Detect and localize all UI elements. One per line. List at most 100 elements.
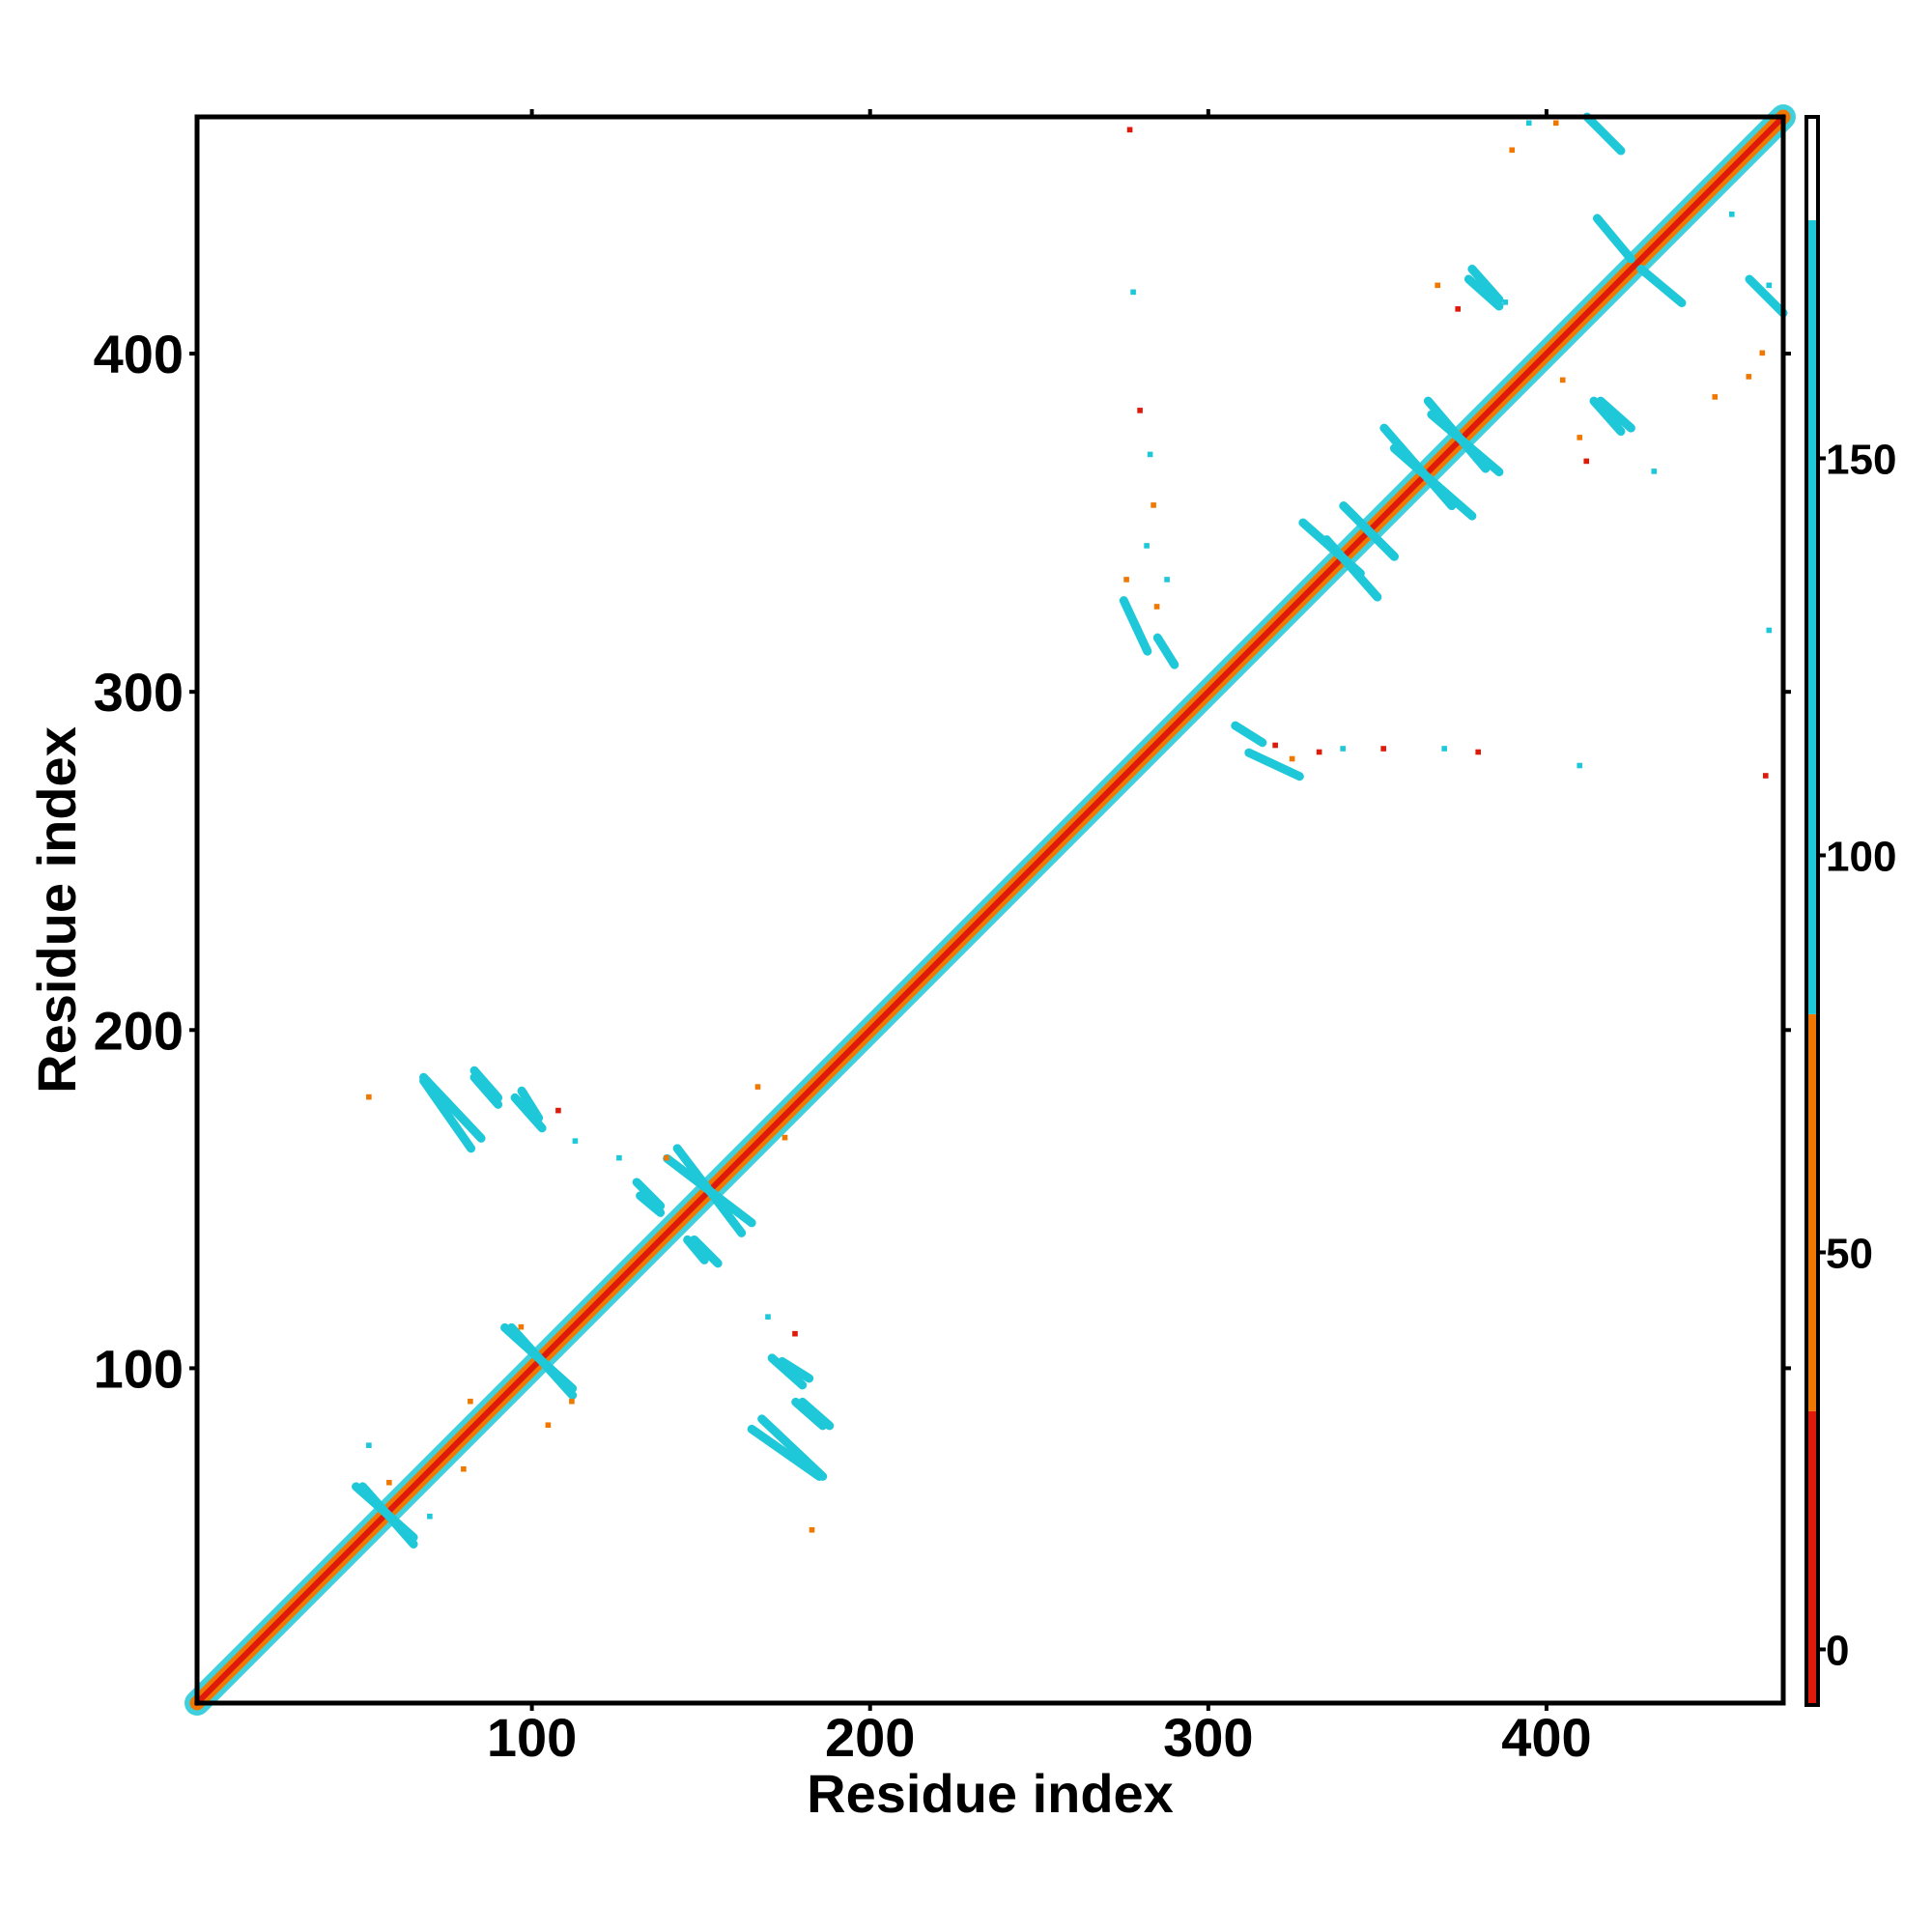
contact-segment-mirror-13: [1379, 423, 1457, 511]
y-tick-label-400: 400: [94, 324, 184, 384]
contact-cell-38: [1509, 147, 1516, 154]
contact-cell-39: [1525, 120, 1532, 127]
contact-segment-mirror-0: [352, 1482, 418, 1542]
contact-cell-43: [1583, 458, 1590, 465]
contact-cell-6: [545, 1422, 552, 1429]
contact-cell-47: [1762, 773, 1769, 779]
x-tick-label-100: 100: [487, 1707, 577, 1768]
contact-cell-40: [1552, 120, 1559, 127]
contact-cell-24: [1123, 577, 1129, 582]
contact-cell-32: [1441, 746, 1447, 752]
contact-segment-9: [778, 1356, 814, 1383]
contact-cell-22: [1151, 502, 1156, 508]
contact-cell-11: [555, 1107, 561, 1114]
colorbar-tick-label-50: 50: [1826, 1230, 1873, 1277]
contact-segment-mirror-12: [1339, 501, 1399, 561]
contact-cell-30: [1340, 746, 1346, 752]
contact-cell-33: [1475, 749, 1482, 755]
contact-segment-8: [757, 1414, 828, 1481]
contact-segment-mirror-14: [1423, 396, 1491, 473]
contact-segment-15: [1467, 265, 1504, 304]
contact-segment-mirror-15: [1596, 396, 1635, 433]
contact-segment-mirror-1: [507, 1322, 578, 1400]
colorbar-band-1: [1806, 1013, 1818, 1411]
contact-cell-35: [1435, 282, 1440, 289]
contact-cell-50: [1728, 212, 1735, 217]
colorbar-band-2: [1806, 219, 1818, 1014]
contact-cell-7: [569, 1398, 575, 1405]
contact-segment-3: [636, 1191, 666, 1217]
contact-segment-18: [1636, 265, 1687, 308]
contact-cell-18: [1126, 127, 1133, 133]
contact-cell-5: [518, 1323, 525, 1330]
x-tick-label-200: 200: [825, 1707, 915, 1768]
diagonal-core: [194, 114, 1786, 1706]
contact-cell-2: [427, 1513, 433, 1520]
contact-segment-20: [1231, 721, 1267, 748]
x-tick-label-300: 300: [1163, 1707, 1253, 1768]
contact-cell-42: [1577, 435, 1583, 440]
contact-segment-19: [1119, 596, 1152, 656]
contact-cell-21: [1147, 451, 1153, 458]
contact-cell-34: [1577, 762, 1583, 769]
colorbar-tick-label-150: 150: [1826, 436, 1896, 483]
contact-cell-16: [792, 1330, 798, 1337]
contact-segment-mirror-19: [1244, 748, 1304, 781]
y-axis-title: Residue index: [26, 726, 87, 1094]
contact-segment-mirror-4: [632, 1178, 666, 1210]
contact-segment-mirror-20: [1152, 633, 1179, 669]
contact-segment-mirror-8: [419, 1072, 486, 1143]
contact-segment-mirror-9: [517, 1086, 544, 1122]
y-axis: 100 200 300 400: [94, 324, 1791, 1399]
y-tick-label-200: 200: [94, 1000, 184, 1061]
colorbar: 0 50 100 150: [1804, 115, 1896, 1707]
contact-cell-44: [1651, 469, 1658, 474]
contact-cell-3: [461, 1465, 467, 1472]
contact-cell-31: [1380, 746, 1386, 752]
contact-segment-mirror-2: [672, 1144, 747, 1237]
contact-segment-mirror-7: [767, 1353, 808, 1390]
colorbar-frame: [1804, 115, 1820, 1707]
contact-cell-10: [366, 1094, 372, 1100]
contact-segment-7: [510, 1093, 547, 1133]
x-axis: 100 200 300 400: [487, 109, 1592, 1768]
contact-segment-mirror-17: [1745, 274, 1788, 318]
contact-cell-19: [1130, 289, 1136, 296]
contact-cell-4: [468, 1398, 473, 1405]
contact-cell-23: [1144, 543, 1150, 549]
y-tick-label-300: 300: [94, 662, 184, 723]
contact-cell-9: [664, 1154, 669, 1161]
contact-segment-mirror-6: [791, 1397, 828, 1431]
contact-cell-25: [1153, 604, 1160, 610]
contact-cell-45: [1712, 394, 1719, 400]
contact-cell-14: [781, 1134, 788, 1141]
contact-cell-46: [1746, 374, 1752, 380]
contact-cell-37: [1502, 299, 1509, 305]
contact-segment-16: [1589, 396, 1626, 437]
contact-segment-4: [690, 1235, 723, 1268]
contact-cell-48: [1759, 350, 1766, 356]
contact-segment-6: [469, 1072, 503, 1109]
contact-cell-20: [1137, 408, 1143, 413]
contact-segment-mirror-11: [1298, 518, 1365, 579]
contact-cell-0: [366, 1442, 372, 1449]
contact-segment-mirror-16: [1463, 274, 1504, 311]
contact-cell-41: [1559, 377, 1566, 384]
contact-cell-8: [616, 1154, 622, 1161]
contact-cell-27: [1272, 742, 1278, 749]
contact-cell-15: [765, 1314, 771, 1320]
colorbar-tick-label-100: 100: [1826, 833, 1896, 880]
contact-cell-1: [386, 1479, 392, 1486]
x-axis-title: Residue index: [807, 1763, 1174, 1824]
contact-cell-17: [809, 1526, 815, 1533]
x-tick-label-400: 400: [1501, 1707, 1591, 1768]
contact-cell-13: [754, 1084, 761, 1090]
contact-segment-17: [1582, 112, 1626, 156]
contact-cell-51: [1766, 627, 1773, 634]
contact-cell-28: [1289, 755, 1295, 762]
colorbar-band-3: [1806, 117, 1818, 220]
contact-cell-36: [1455, 306, 1461, 312]
colorbar-tick-label-0: 0: [1826, 1627, 1849, 1674]
